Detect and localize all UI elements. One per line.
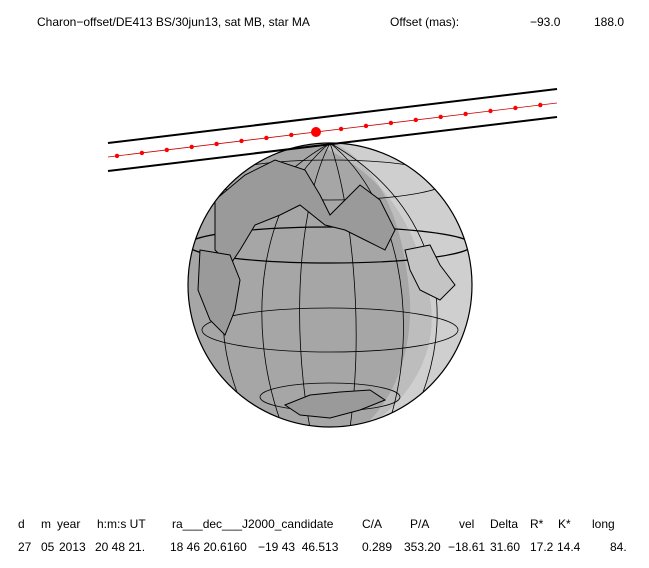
path-dots (114, 102, 543, 159)
path-dot (139, 150, 145, 156)
path-dot (538, 102, 543, 108)
table-cell: 18 46 20.6160 (170, 540, 247, 554)
column-header: vel (459, 517, 474, 531)
path-dot (513, 105, 518, 111)
column-header: m (41, 517, 51, 531)
offset-label: Offset (mas): (390, 15, 459, 29)
table-cell: 27 (18, 540, 32, 554)
path-dot (114, 153, 120, 159)
table-cell: 20 48 21. (95, 540, 145, 554)
column-header: d (18, 517, 25, 531)
column-header: h:m:s UT (97, 517, 146, 531)
title: Charon−offset/DE413 BS/30jun13, sat MB, … (37, 15, 310, 29)
path-dot (363, 123, 369, 129)
column-header: long (592, 517, 615, 531)
column-header: P/A (410, 517, 429, 531)
table-cell: 0.289 (362, 540, 392, 554)
occultation-path (107, 88, 558, 172)
column-header: Delta (490, 517, 518, 531)
offset-value: 188.0 (594, 15, 624, 29)
path-dot (164, 147, 169, 153)
path-dot (413, 117, 418, 123)
table-cell: 353.20 (404, 540, 441, 554)
table-cell: 17.2 (530, 540, 554, 554)
path-dot (438, 114, 443, 120)
table-cell: −18.61 (448, 540, 485, 554)
table-cell: 2013 (59, 540, 86, 554)
column-header: ra___dec___J2000_candidate (172, 517, 334, 531)
data-table: d m year h:m:s UT ra___dec___J2000_candidate… (18, 517, 627, 554)
path-dot (239, 138, 244, 144)
path-dot (289, 132, 294, 138)
table-cell: 31.60 (490, 540, 520, 554)
path-dot (488, 108, 493, 114)
table-cell: 14.4 (557, 540, 581, 554)
table-cell: −19 43 46.513 (258, 540, 339, 554)
column-header: C/A (362, 517, 382, 531)
column-header: K* (558, 517, 571, 531)
path-dot (214, 141, 219, 147)
path-dot (338, 126, 344, 132)
column-header: R* (530, 517, 544, 531)
table-cell: 05 (41, 540, 55, 554)
offset-value: −93.0 (530, 15, 561, 29)
path-dot (314, 129, 319, 135)
path-dot (463, 111, 468, 117)
path-dot (388, 120, 394, 126)
globe (187, 142, 473, 428)
table-cell: 84. (610, 540, 627, 554)
path-dot (264, 135, 269, 141)
path-dot (189, 144, 194, 150)
column-header: year (57, 517, 80, 531)
